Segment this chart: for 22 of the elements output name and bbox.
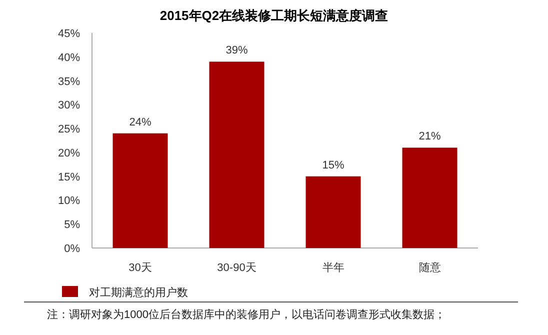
title: 2015年Q2在线装修工期长短满意度调查	[160, 8, 388, 23]
data-label: 21%	[418, 130, 441, 143]
data-label: 39%	[226, 44, 248, 57]
legend: 对工期满意的用户数	[62, 286, 188, 299]
y-tick-label: 35%	[58, 76, 80, 88]
y-tick-label: 40%	[58, 52, 80, 64]
data-label: 24%	[129, 116, 152, 128]
x-tick: 半年	[322, 262, 344, 274]
legend-label: 对工期满意的用户数	[89, 286, 188, 299]
x-tick: 30-90天	[217, 262, 256, 274]
annotation: 注：调研对象为1000位后台数据库中的装修用户，以电话问卷调查形式收集数据；	[47, 309, 446, 321]
y-tick-label: 30%	[58, 100, 80, 112]
y-tick-label: 15%	[58, 171, 80, 184]
y-tick-label: 10%	[58, 195, 80, 208]
data-label: 15%	[322, 159, 344, 172]
y-tick-label: 20%	[58, 147, 80, 160]
x-tick: 30天	[128, 262, 152, 274]
y-tick-label: 5%	[64, 219, 80, 232]
y-tick-label: 0%	[64, 243, 80, 255]
y-tick-label: 45%	[58, 28, 80, 40]
x-tick: 随意	[418, 262, 441, 274]
y-tick-label: 25%	[58, 124, 80, 136]
